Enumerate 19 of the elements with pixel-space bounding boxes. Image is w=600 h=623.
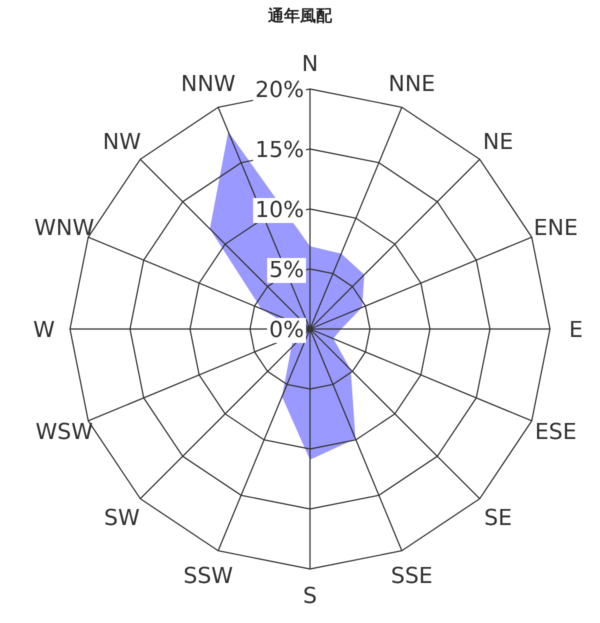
spoke-label: NE <box>482 130 514 155</box>
spoke-label: WNW <box>34 216 94 242</box>
spoke-label: SE <box>484 506 512 532</box>
spoke-label: SW <box>104 506 140 532</box>
spoke-label: NNW <box>180 72 236 98</box>
y-tick-label: 20% <box>255 78 304 103</box>
chart-title: 通年風配 <box>267 6 333 25</box>
spoke-label: N <box>302 52 318 77</box>
y-tick-label: 15% <box>255 138 304 163</box>
spoke-label: E <box>569 318 583 343</box>
spoke-label: S <box>303 584 317 609</box>
spoke-label: ESE <box>534 420 577 445</box>
spoke-label: ENE <box>534 216 578 242</box>
spoke-label: NNE <box>388 72 436 98</box>
spoke-label: W <box>33 318 56 343</box>
spoke-label: SSW <box>183 564 234 589</box>
spoke-label: SSE <box>390 564 433 589</box>
spoke-label: WSW <box>36 420 94 445</box>
spoke-label: NW <box>102 130 142 155</box>
